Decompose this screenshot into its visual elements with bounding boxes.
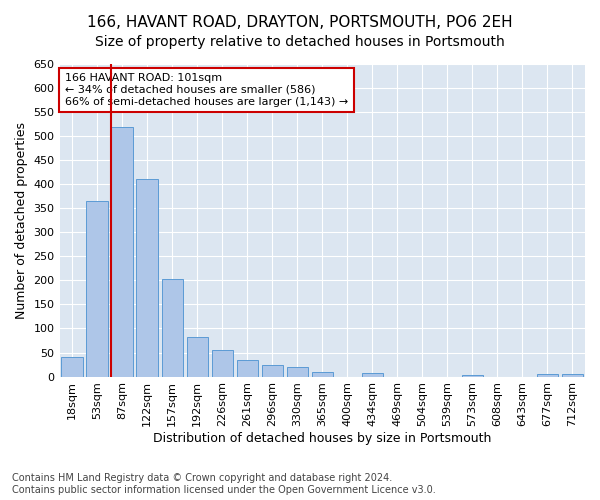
Text: 166 HAVANT ROAD: 101sqm
← 34% of detached houses are smaller (586)
66% of semi-d: 166 HAVANT ROAD: 101sqm ← 34% of detache… bbox=[65, 74, 348, 106]
Bar bbox=[212, 350, 233, 376]
Bar bbox=[161, 279, 183, 376]
Text: Contains HM Land Registry data © Crown copyright and database right 2024.
Contai: Contains HM Land Registry data © Crown c… bbox=[12, 474, 436, 495]
Bar bbox=[562, 374, 583, 376]
Bar bbox=[136, 180, 158, 376]
Bar bbox=[262, 364, 283, 376]
Bar bbox=[311, 372, 333, 376]
Y-axis label: Number of detached properties: Number of detached properties bbox=[15, 122, 28, 319]
Bar bbox=[537, 374, 558, 376]
Bar bbox=[86, 201, 108, 376]
Bar bbox=[362, 372, 383, 376]
Text: 166, HAVANT ROAD, DRAYTON, PORTSMOUTH, PO6 2EH: 166, HAVANT ROAD, DRAYTON, PORTSMOUTH, P… bbox=[87, 15, 513, 30]
Bar bbox=[236, 360, 258, 376]
Bar bbox=[61, 358, 83, 376]
Bar bbox=[112, 126, 133, 376]
Bar bbox=[462, 374, 483, 376]
Bar bbox=[187, 336, 208, 376]
Text: Size of property relative to detached houses in Portsmouth: Size of property relative to detached ho… bbox=[95, 35, 505, 49]
X-axis label: Distribution of detached houses by size in Portsmouth: Distribution of detached houses by size … bbox=[153, 432, 491, 445]
Bar bbox=[287, 367, 308, 376]
